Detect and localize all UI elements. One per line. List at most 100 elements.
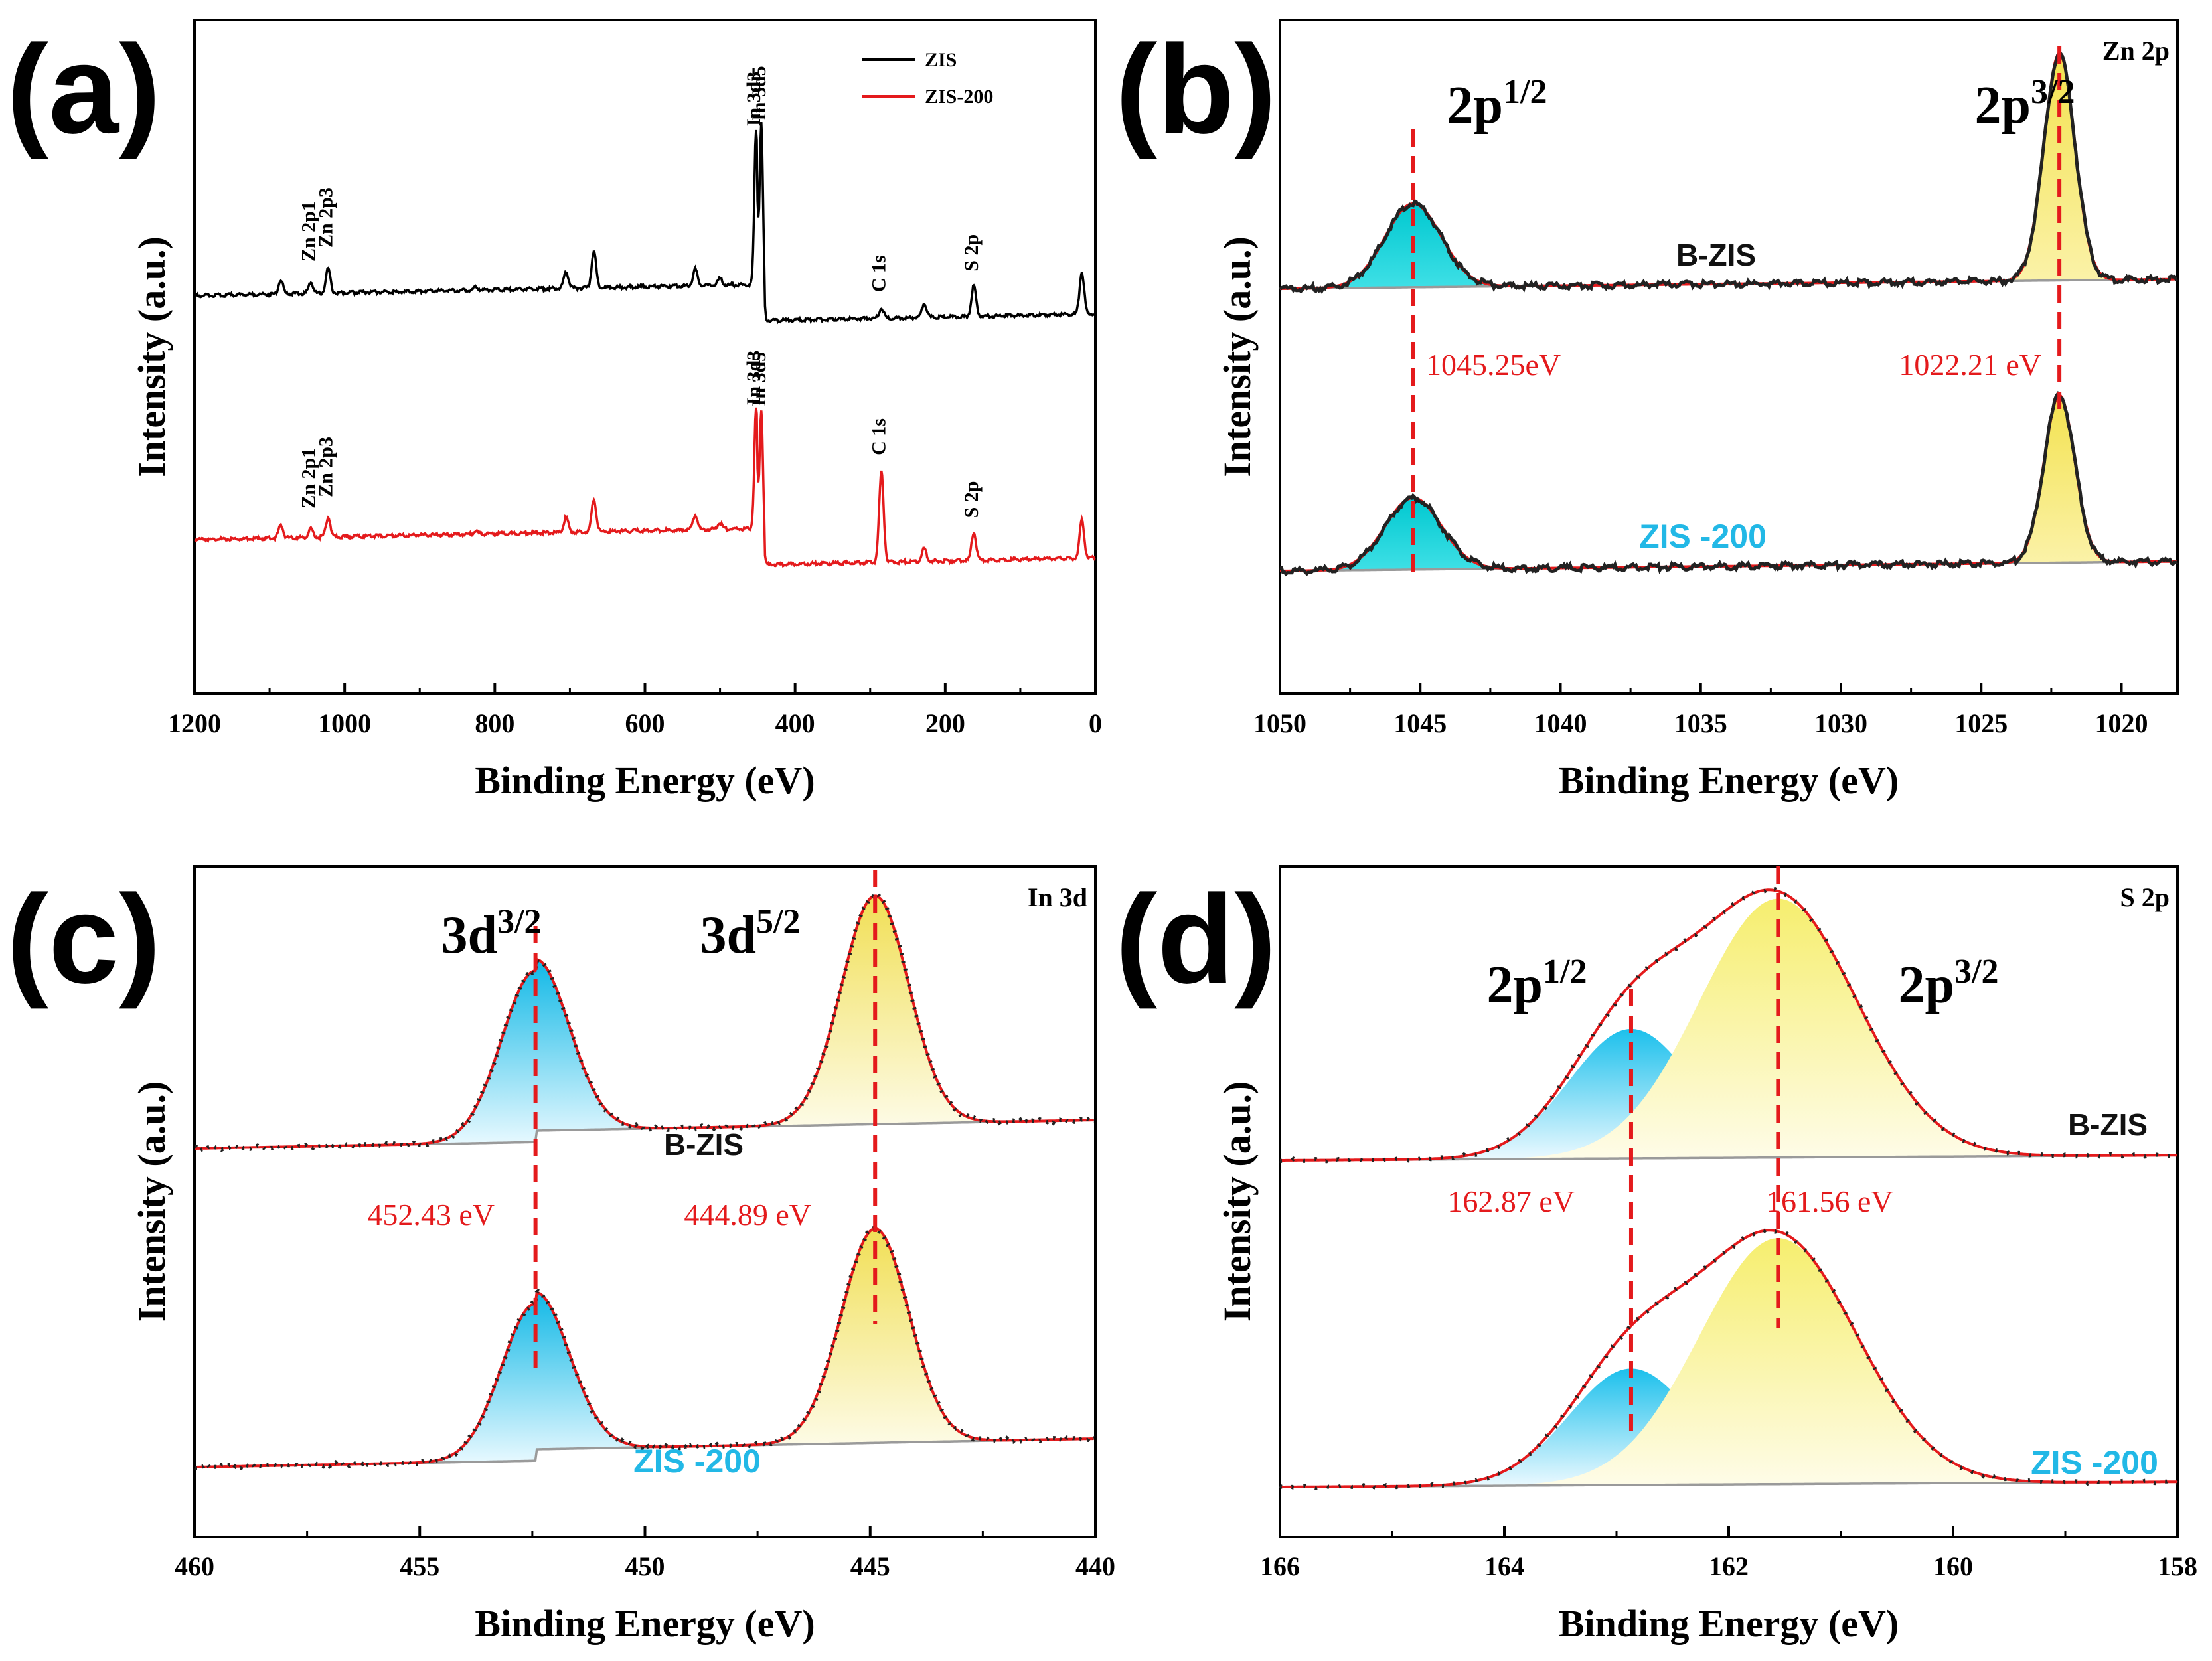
x-axis-title: Binding Energy (eV) [1559, 1602, 1899, 1645]
orbital-superscript: 3/2 [497, 903, 541, 941]
orbital-main: 3d [700, 906, 757, 965]
x-tick-label: 1040 [1534, 708, 1587, 738]
orbital-superscript: 1/2 [1503, 73, 1547, 111]
peak-label: In 3d3 [743, 351, 765, 406]
peak-label: C 1s [868, 255, 890, 292]
x-tick-label: 400 [775, 708, 815, 738]
panel-b: 1050 1045 1040 1035 1030 1025 1020 Binding Ener… [1115, 19, 2179, 802]
x-tick-label: 1035 [1674, 708, 1727, 738]
x-tick-label: 1200 [168, 708, 221, 738]
x-tick-label: 1030 [1814, 708, 1867, 738]
series-line-ZIS [194, 122, 1097, 325]
x-tick-label: 0 [1089, 708, 1102, 738]
plot-frame [1279, 19, 2179, 695]
fit-component-1/2 [1384, 1028, 1878, 1160]
sample-label: B-ZIS [1676, 238, 1756, 272]
x-tick-label: 1050 [1253, 708, 1306, 738]
legend-label: ZIS [925, 49, 957, 71]
peak-label: Zn 2p3 [315, 437, 337, 497]
x-tick-label: 162 [1709, 1551, 1749, 1581]
series-line-ZIS-200 [194, 407, 1096, 568]
y-axis-title: Intensity (a.u.) [130, 1081, 173, 1322]
orbital-main: 2p [1447, 76, 1504, 135]
peak-energy-label: 452.43 eV [367, 1198, 495, 1231]
peak-orbital-label: 2p1/2 [1487, 953, 1587, 1014]
peak-energy-label: 1045.25eV [1426, 348, 1561, 382]
x-tick-label: 440 [1075, 1551, 1115, 1581]
x-axis-title: Binding Energy (eV) [475, 1602, 815, 1645]
fit-component-3/2 [1464, 1238, 2093, 1486]
x-tick-label: 158 [2158, 1551, 2197, 1581]
x-axis-title: Binding Energy (eV) [475, 759, 815, 802]
orbital-main: 2p [1487, 956, 1543, 1014]
x-tick-label: 460 [175, 1551, 214, 1581]
corner-label: Zn 2p [2102, 36, 2170, 66]
panel-label: (b) [1115, 19, 1277, 160]
x-tick-label: 600 [625, 708, 665, 738]
peak-energy-label: 444.89 eV [684, 1198, 811, 1231]
orbital-main: 2p [1899, 956, 1955, 1014]
envelope-line [195, 1227, 1094, 1468]
envelope-line [1280, 1229, 2177, 1488]
fit-component-3/2 [400, 1292, 671, 1464]
raw-data-line [1279, 886, 2179, 1164]
y-axis-title: Intensity (a.u.) [1216, 236, 1259, 477]
sample-label: B-ZIS [664, 1127, 744, 1162]
legend-label: ZIS-200 [925, 86, 993, 108]
peak-energy-label: 161.56 eV [1766, 1184, 1893, 1218]
peak-orbital-label: 2p3/2 [1975, 73, 2075, 135]
corner-label: In 3d [1028, 882, 1087, 912]
orbital-superscript: 3/2 [1954, 953, 1998, 990]
peak-energy-label: 1022.21 eV [1899, 348, 2041, 382]
x-tick-label: 200 [925, 708, 965, 738]
peak-orbital-label: 2p1/2 [1447, 73, 1547, 135]
orbital-main: 2p [1975, 76, 2031, 135]
sample-label: B-ZIS [2068, 1107, 2148, 1142]
peak-label: S 2p [961, 234, 983, 272]
fit-component-3/2 [400, 959, 671, 1145]
y-axis-title: Intensity (a.u.) [130, 236, 173, 477]
corner-label: S 2p [2120, 882, 2170, 912]
x-tick-label: 450 [625, 1551, 665, 1581]
peak-label: In 3d5 [748, 66, 770, 121]
x-tick-label: 800 [475, 708, 514, 738]
orbital-superscript: 5/2 [756, 903, 800, 941]
y-axis-title: Intensity (a.u.) [1216, 1081, 1259, 1322]
x-tick-label: 1045 [1393, 708, 1447, 738]
x-tick-label: 1020 [2095, 708, 2148, 738]
sample-label: ZIS -200 [1639, 518, 1767, 555]
raw-data-line [1279, 390, 2178, 577]
peak-energy-label: 162.87 eV [1447, 1184, 1575, 1218]
panel-c: 460 455 450 445 440 Binding Energy (eV) Intens… [7, 865, 1115, 1645]
orbital-superscript: 1/2 [1543, 953, 1587, 990]
x-axis-title: Binding Energy (eV) [1559, 759, 1899, 802]
panel-label: (a) [7, 19, 161, 160]
sample-label: ZIS -200 [633, 1443, 761, 1480]
peak-label: Zn 2p1 [297, 448, 319, 509]
peak-orbital-label: 3d5/2 [700, 903, 801, 965]
x-tick-label: 1025 [1954, 708, 2008, 738]
x-tick-label: 164 [1484, 1551, 1524, 1581]
peak-label: C 1s [868, 418, 890, 455]
peak-orbital-label: 3d3/2 [441, 903, 542, 965]
peak-label: Zn 2p3 [315, 187, 337, 248]
peak-label: S 2p [961, 481, 983, 518]
x-tick-label: 1000 [318, 708, 371, 738]
fit-component-5/2 [740, 1228, 1010, 1446]
orbital-main: 3d [441, 906, 498, 965]
panel-label: (c) [7, 869, 161, 1010]
orbital-superscript: 3/2 [2031, 73, 2075, 111]
panel-d: 166 164 162 160 158 Binding Energy (eV) Intens… [1115, 865, 2197, 1645]
raw-data-line [1279, 51, 2178, 295]
fit-component-3/2 [1998, 395, 2122, 564]
x-tick-label: 166 [1260, 1551, 1300, 1581]
panel-label: (d) [1115, 869, 1277, 1010]
peak-label: Zn 2p1 [297, 201, 319, 262]
x-tick-label: 160 [1933, 1551, 1973, 1581]
x-tick-label: 445 [850, 1551, 890, 1581]
sample-label: ZIS -200 [2031, 1444, 2158, 1481]
peak-orbital-label: 2p3/2 [1899, 953, 1999, 1014]
panel-a: 1200 1000 800 600 400 200 0 Binding Energy (eV)… [7, 19, 1102, 802]
x-tick-label: 455 [400, 1551, 439, 1581]
